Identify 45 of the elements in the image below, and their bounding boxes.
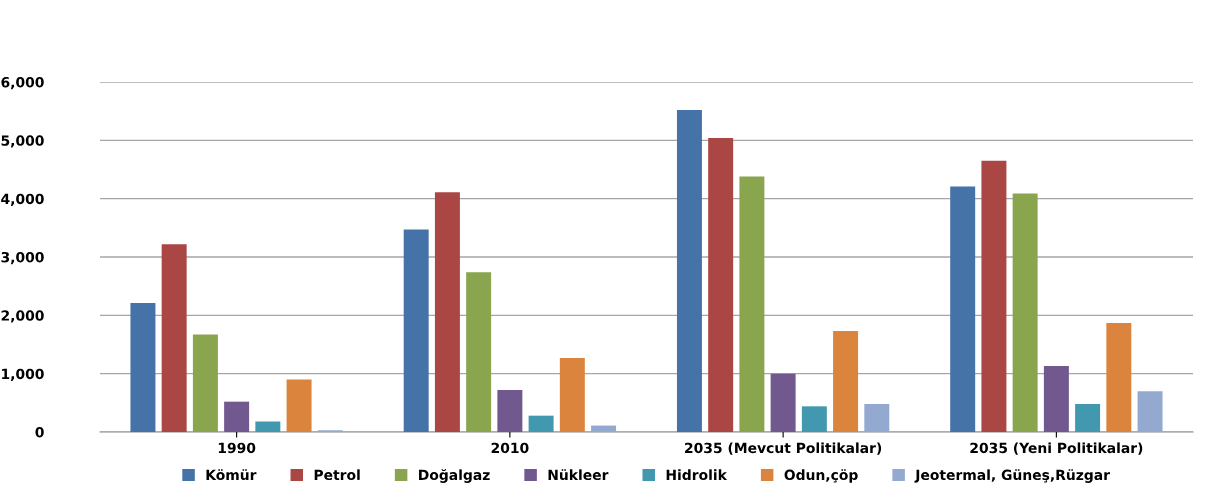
bar <box>1137 391 1163 432</box>
bar <box>286 379 312 432</box>
legend-label: Odun,çöp <box>784 469 858 483</box>
legend-label: Nükleer <box>548 469 609 481</box>
bar <box>161 244 187 432</box>
bar <box>466 272 492 432</box>
y-tick-label: 3,000 <box>1 251 44 265</box>
bar <box>1075 404 1101 432</box>
bar <box>130 303 156 432</box>
bar <box>1106 322 1132 432</box>
bar <box>950 186 976 432</box>
y-tick-label: 1,000 <box>2 368 44 381</box>
legend-label: Jeotermal, Güneş,Rüzgar <box>914 469 1110 483</box>
bar <box>1043 366 1069 432</box>
legend-label: Kömür <box>206 469 257 481</box>
y-tick-label: 0 <box>35 426 44 438</box>
bar <box>224 401 250 432</box>
bar <box>497 390 523 432</box>
x-tick-label: 2010 <box>491 442 529 454</box>
bar <box>403 229 429 432</box>
bar <box>192 334 218 432</box>
bar <box>739 176 765 432</box>
bar <box>676 110 702 432</box>
bar <box>255 421 281 432</box>
legend-label: Petrol <box>314 469 360 481</box>
y-tick-label: 4,000 <box>1 193 44 206</box>
bar <box>528 415 554 432</box>
bar <box>434 192 460 432</box>
bar <box>1012 193 1038 432</box>
bar <box>833 331 859 432</box>
x-tick-label: 2035 (Mevcut Politikalar) <box>685 442 882 455</box>
x-tick-label: 2035 (Yeni Politikalar) <box>970 442 1143 455</box>
bar <box>708 138 734 432</box>
y-tick-label: 2,000 <box>1 310 44 323</box>
bar <box>981 160 1007 432</box>
legend-label: Doğalgaz <box>419 469 490 483</box>
bar <box>801 406 827 432</box>
bar <box>559 357 585 432</box>
y-tick-label: 6,000 <box>1 76 44 90</box>
y-tick-label: 5,000 <box>1 135 44 148</box>
x-tick-label: 1990 <box>218 442 256 454</box>
bar <box>770 373 796 432</box>
bar <box>864 404 890 432</box>
legend-label: Hidrolik <box>666 469 728 481</box>
bar <box>591 425 617 432</box>
